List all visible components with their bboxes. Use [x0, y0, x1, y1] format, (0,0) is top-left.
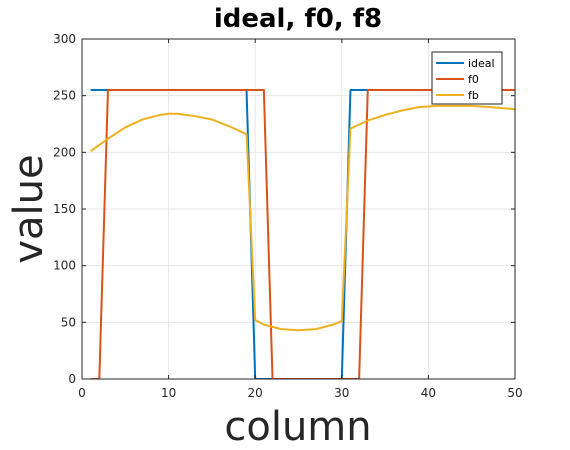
tick-labels: 0 10 20 30 40 50 0 50 100 150 200 250 300 — [53, 32, 523, 400]
x-tick-label: 0 — [78, 386, 86, 400]
y-tick-label: 100 — [53, 259, 76, 273]
axes — [81, 38, 516, 380]
y-tick-label: 0 — [68, 372, 76, 386]
chart-title: ideal, f0, f8 — [214, 4, 382, 34]
legend-label-fb: fb — [468, 89, 479, 102]
legend-label-f0: f0 — [468, 73, 479, 86]
x-axis-label: column — [224, 404, 371, 450]
y-tick-label: 200 — [53, 145, 76, 159]
y-tick-label: 300 — [53, 32, 76, 46]
y-tick-label: 150 — [53, 202, 76, 216]
y-tick-label: 250 — [53, 89, 76, 103]
series-lines — [90, 89, 515, 379]
series-line-fb — [90, 104, 515, 332]
series-line-f0 — [90, 89, 515, 379]
y-tick-label: 50 — [61, 315, 76, 329]
x-tick-label: 20 — [248, 386, 263, 400]
x-tick-label: 30 — [334, 386, 349, 400]
x-tick-label: 40 — [421, 386, 436, 400]
x-tick-label: 50 — [507, 386, 522, 400]
legend: ideal f0 fb — [431, 51, 503, 105]
legend-label-ideal: ideal — [468, 57, 495, 70]
y-axis-label: value — [6, 154, 52, 263]
x-tick-label: 10 — [161, 386, 176, 400]
